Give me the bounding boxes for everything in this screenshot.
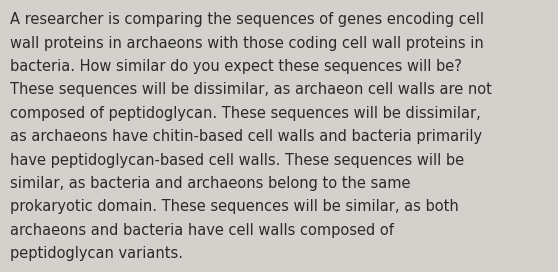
- Text: similar, as bacteria and archaeons belong to the same: similar, as bacteria and archaeons belon…: [10, 176, 411, 191]
- Text: prokaryotic domain. These sequences will be similar, as both: prokaryotic domain. These sequences will…: [10, 199, 459, 214]
- Text: wall proteins in archaeons with those coding cell wall proteins in: wall proteins in archaeons with those co…: [10, 36, 484, 51]
- Text: peptidoglycan variants.: peptidoglycan variants.: [10, 246, 183, 261]
- Text: archaeons and bacteria have cell walls composed of: archaeons and bacteria have cell walls c…: [10, 223, 394, 238]
- Text: have peptidoglycan-based cell walls. These sequences will be: have peptidoglycan-based cell walls. The…: [10, 153, 464, 168]
- Text: These sequences will be dissimilar, as archaeon cell walls are not: These sequences will be dissimilar, as a…: [10, 82, 492, 97]
- Text: bacteria. How similar do you expect these sequences will be?: bacteria. How similar do you expect thes…: [10, 59, 462, 74]
- Text: composed of peptidoglycan. These sequences will be dissimilar,: composed of peptidoglycan. These sequenc…: [10, 106, 481, 121]
- Text: A researcher is comparing the sequences of genes encoding cell: A researcher is comparing the sequences …: [10, 12, 484, 27]
- Text: as archaeons have chitin-based cell walls and bacteria primarily: as archaeons have chitin-based cell wall…: [10, 129, 482, 144]
